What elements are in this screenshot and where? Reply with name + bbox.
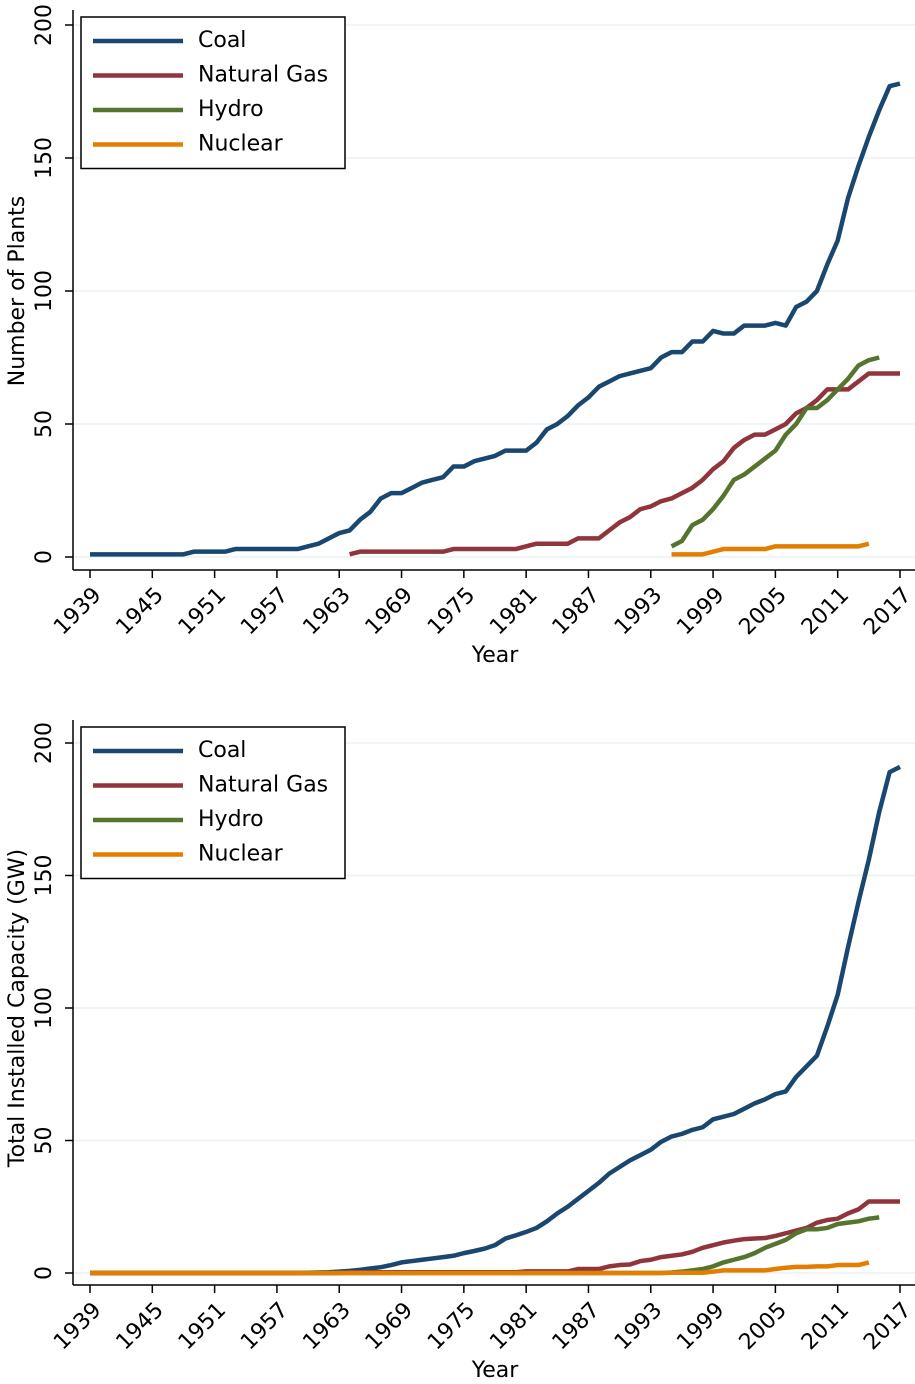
y-tick-label: 100 (32, 987, 57, 1029)
y-tick-label: 0 (32, 550, 57, 564)
x-tick-label: 1987 (548, 583, 605, 640)
series-line (90, 1199, 900, 1276)
legend-label: Coal (198, 738, 246, 763)
chart: 0 50 100 150 200 1939 1945 1951 1957 1963 1969 1975… (5, 4, 915, 668)
y-axis-title: Total Installed Capacity (GW) (5, 849, 30, 1168)
series-line (90, 81, 901, 557)
series-line (90, 1260, 870, 1276)
y-tick-label: 50 (32, 1127, 57, 1155)
y-tick-label: 150 (32, 137, 57, 179)
x-tick-label: 1945 (112, 1298, 169, 1355)
x-tick-label: 1969 (361, 583, 418, 640)
x-tick-label: 1939 (49, 583, 106, 640)
series-line (349, 371, 900, 557)
legend-label: Natural Gas (198, 63, 328, 88)
y-tick-label: 150 (32, 855, 57, 897)
x-tick-label: 1957 (236, 583, 293, 640)
x-tick-label: 1951 (174, 1298, 231, 1355)
x-tick-label: 2017 (859, 1298, 915, 1355)
x-tick-label: 1975 (423, 583, 480, 640)
series-line (670, 355, 880, 549)
y-tick-label: 100 (32, 270, 57, 312)
x-tick-label: 1993 (610, 583, 667, 640)
x-tick-label: 1945 (112, 583, 169, 640)
x-tick-label: 2017 (859, 583, 915, 640)
x-axis-title: Year (471, 643, 520, 668)
y-tick-label: 0 (32, 1266, 57, 1280)
legend-label: Natural Gas (198, 773, 328, 798)
x-tick-label: 1993 (610, 1298, 667, 1355)
x-tick-label: 1957 (236, 1298, 293, 1355)
y-tick-label: 200 (32, 722, 57, 764)
y-tick-label: 50 (32, 410, 57, 438)
x-tick-label: 2005 (735, 1298, 792, 1355)
x-tick-label: 1999 (672, 583, 729, 640)
legend-label: Nuclear (198, 132, 284, 157)
chart: 0 50 100 150 200 1939 1945 1951 1957 1963 1969 1975… (5, 720, 915, 1383)
y-axis-title: Number of Plants (5, 196, 30, 386)
y-tick-label: 200 (32, 4, 57, 46)
x-tick-label: 1963 (298, 1298, 355, 1355)
x-tick-label: 1999 (672, 1298, 729, 1355)
x-tick-label: 1981 (485, 583, 542, 640)
x-tick-label: 1987 (548, 1298, 605, 1355)
x-axis-title: Year (471, 1358, 520, 1383)
x-tick-label: 1969 (361, 1298, 418, 1355)
legend-label: Nuclear (198, 842, 284, 867)
x-tick-label: 1951 (174, 583, 231, 640)
x-tick-label: 1939 (49, 1298, 106, 1355)
series-line (671, 541, 870, 557)
x-tick-label: 1963 (298, 583, 355, 640)
x-tick-label: 2011 (797, 1298, 854, 1355)
x-tick-label: 2005 (735, 583, 792, 640)
x-tick-label: 2011 (797, 583, 854, 640)
series-line (90, 1215, 880, 1276)
x-tick-label: 1981 (485, 1298, 542, 1355)
legend-label: Hydro (198, 807, 264, 832)
legend-label: Coal (198, 28, 246, 53)
x-tick-label: 1975 (423, 1298, 480, 1355)
legend-label: Hydro (198, 97, 264, 122)
